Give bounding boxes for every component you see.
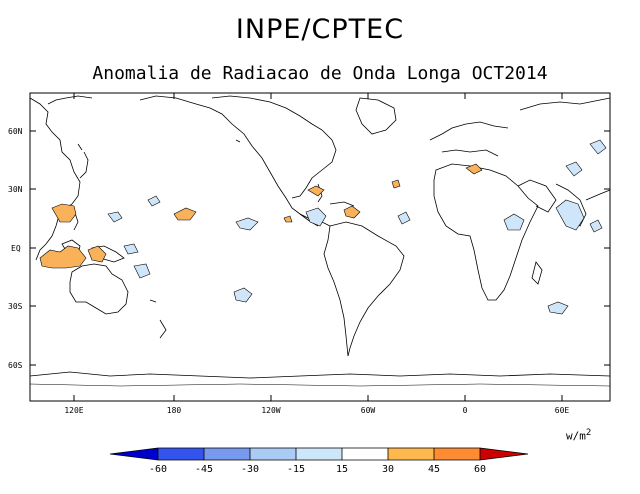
- anomaly-patch-west-pacific: [107, 211, 123, 223]
- colorbar-label-4: 15: [336, 464, 348, 475]
- colorbar-segment-0: [110, 448, 158, 460]
- anomaly-patch-east-pacific: [235, 217, 259, 231]
- colorbar-segment-4: [296, 448, 342, 460]
- lon-label-60e: 60E: [555, 406, 570, 415]
- anomaly-patch-indian-ocean: [555, 199, 585, 231]
- lat-label-eq: EQ: [11, 244, 21, 253]
- colorbar-label-0: -60: [149, 464, 167, 475]
- anomaly-patch-atlantic: [391, 179, 401, 189]
- anomaly-patch-tropical-atlantic: [397, 211, 411, 225]
- colorbar-segment-3: [250, 448, 296, 460]
- anomaly-patch-caribbean: [343, 205, 361, 219]
- units-exponent: 2: [585, 428, 592, 438]
- lat-ticks: [30, 130, 610, 366]
- anomaly-patch-gulf: [307, 185, 325, 197]
- anomaly-patch-africa: [503, 213, 525, 231]
- colorbar-segment-1: [158, 448, 204, 460]
- anomaly-patch-equatorial: [123, 243, 139, 255]
- lat-label-60n: 60N: [8, 127, 23, 136]
- anomaly-patch-bay: [589, 219, 603, 233]
- colorbar-outline: [109, 447, 529, 461]
- positive-anomalies: [39, 163, 483, 269]
- colorbar-label-5: 30: [382, 464, 394, 475]
- lon-label-120e: 120E: [64, 406, 83, 415]
- lon-label-60w: 60W: [361, 406, 376, 415]
- colorbar-label-6: 45: [428, 464, 440, 475]
- anomaly-patch-indonesia: [39, 245, 87, 269]
- colorbar: [110, 448, 528, 460]
- lon-ticks: [73, 93, 563, 401]
- colorbar-segment-7: [434, 448, 480, 460]
- lat-label-60s: 60S: [8, 361, 23, 370]
- lat-label-30n: 30N: [8, 185, 23, 194]
- anomaly-patch-mexico: [305, 207, 327, 227]
- lon-label-120w: 120W: [261, 406, 280, 415]
- map-frame: [29, 92, 611, 402]
- anomaly-patch-central-pacific: [147, 195, 161, 207]
- lon-label-180: 180: [167, 406, 182, 415]
- anomaly-patch-mediterranean: [465, 163, 483, 175]
- colorbar-label-2: -30: [241, 464, 259, 475]
- main-title: INPE/CPTEC: [235, 14, 405, 45]
- units-label: w/m2: [566, 428, 591, 443]
- units-text: w/m: [566, 429, 586, 443]
- anomaly-patch-newguinea: [87, 245, 107, 263]
- lat-label-30s: 30S: [8, 302, 23, 311]
- anomaly-patch-coral-sea: [133, 263, 151, 279]
- lon-label-0: 0: [463, 406, 468, 415]
- colorbar-segment-2: [204, 448, 250, 460]
- anomaly-patch-south-africa: [547, 301, 569, 315]
- anomaly-patch-asia: [589, 139, 607, 155]
- map-subtitle: Anomalia de Radiacao de Onda Longa OCT20…: [92, 63, 548, 84]
- anomaly-patch-south-pacific: [233, 287, 253, 303]
- colorbar-segment-5: [342, 448, 388, 460]
- negative-anomalies: [107, 139, 607, 315]
- anomaly-patch-philippines: [51, 203, 77, 223]
- colorbar-label-1: -45: [195, 464, 213, 475]
- colorbar-segment-6: [388, 448, 434, 460]
- colorbar-label-7: 60: [474, 464, 486, 475]
- colorbar-label-3: -15: [287, 464, 305, 475]
- colorbar-segment-9: [480, 448, 528, 460]
- anomaly-patch-pacific: [173, 207, 197, 221]
- anomaly-patch-india: [565, 161, 583, 177]
- anomaly-patch-centralamerica: [283, 215, 293, 223]
